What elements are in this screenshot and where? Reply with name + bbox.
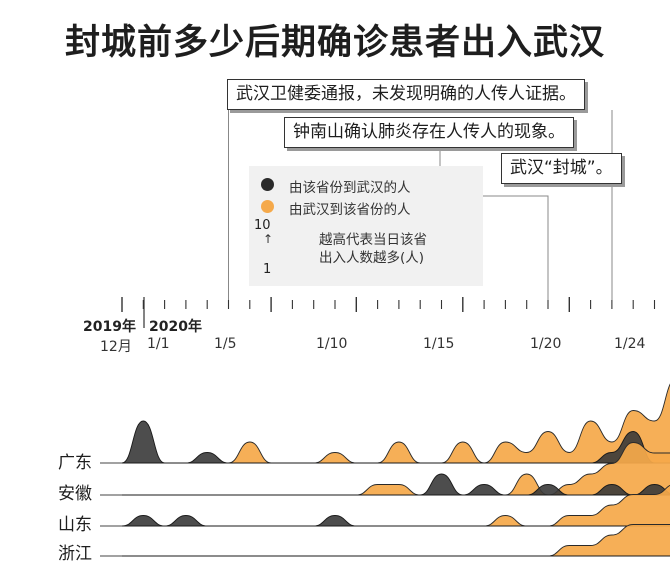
arrow-up-icon: ↑ xyxy=(263,232,274,246)
tick-label-0120: 1/20 xyxy=(530,336,562,352)
legend-dot-out xyxy=(261,200,274,213)
ridge-0 xyxy=(100,383,670,464)
annotation-1: 武汉卫健委通报，未发现明确的人传人证据。 xyxy=(227,79,585,110)
legend-out: 由武汉到该省份的人 xyxy=(261,198,411,218)
legend-scale-text-2: 出入人数越多(人) xyxy=(319,250,425,266)
year-2020-label: 2020年 xyxy=(149,319,202,335)
legend-into-label: 由该省份到武汉的人 xyxy=(289,180,411,196)
tick-label-0115: 1/15 xyxy=(423,336,455,352)
legend-scale-top: 10 xyxy=(254,218,271,233)
annotation-2: 钟南山确认肺炎存在人传人的现象。 xyxy=(284,117,574,148)
legend-scale-bottom: 1 xyxy=(263,262,272,277)
province-label-anhui: 安徽 xyxy=(58,484,92,504)
province-label-guangdong: 广东 xyxy=(58,453,92,473)
year-2019-label: 2019年 xyxy=(83,319,136,335)
tick-label-0124: 1/24 xyxy=(614,336,646,352)
tick-label-0105: 1/5 xyxy=(214,336,237,352)
annotation-3: 武汉“封城”。 xyxy=(501,153,622,184)
legend-out-label: 由武汉到该省份的人 xyxy=(289,202,411,218)
legend: 由该省份到武汉的人 由武汉到该省份的人 10 ↑ 1 越高代表当日该省 出入人数… xyxy=(249,166,483,286)
tick-label-0101: 1/1 xyxy=(147,336,170,352)
date-axis xyxy=(121,297,656,328)
tick-label-dec: 12月 xyxy=(100,339,132,355)
tick-label-0110: 1/10 xyxy=(316,336,348,352)
ridge-1 xyxy=(100,442,670,496)
legend-into: 由该省份到武汉的人 xyxy=(261,176,411,196)
ridge-3 xyxy=(100,524,670,557)
ridge-into-area xyxy=(122,473,670,496)
ridge-out-area xyxy=(122,383,670,464)
legend-scale-text-1: 越高代表当日该省 xyxy=(319,232,427,248)
chart-title: 封城前多少后期确诊患者出入武汉 xyxy=(64,23,605,63)
ridges xyxy=(100,383,670,557)
province-label-shandong: 山东 xyxy=(58,515,92,535)
legend-dot-into xyxy=(261,178,274,191)
province-label-zhejiang: 浙江 xyxy=(58,544,92,564)
